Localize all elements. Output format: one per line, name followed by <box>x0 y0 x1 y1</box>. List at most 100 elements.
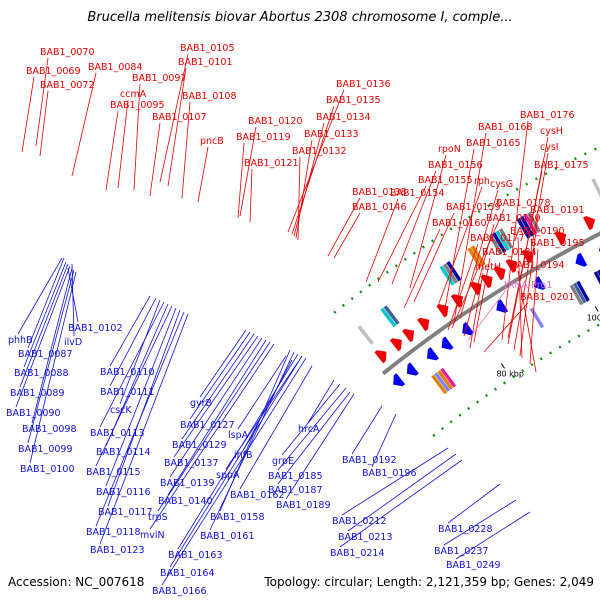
forward-gene-label: cysG <box>490 179 513 190</box>
forward-leader-line <box>333 212 361 259</box>
forward-gene-label: BAB1_0180 <box>486 213 541 224</box>
reverse-feature-block <box>576 280 590 302</box>
reverse-gene-label: BAB1_0139 <box>160 478 215 489</box>
reverse-leader-line <box>169 355 303 568</box>
forward-leader-line <box>149 122 161 197</box>
reverse-gene-label: trpS <box>148 512 168 523</box>
reverse-leader-line <box>27 269 75 444</box>
reverse-leader-line <box>237 355 287 430</box>
gene-label-layer: BAB1_0070 BAB1_0069 BAB1_0072 BAB1_0084 ccmA… <box>6 43 589 597</box>
reverse-leader-line <box>29 271 77 464</box>
reverse-gene-label: BAB1_0192 <box>342 455 397 466</box>
forward-gene-label: BAB1_0132 <box>292 146 347 157</box>
reverse-feature-block <box>431 374 448 395</box>
forward-feature-block <box>591 178 600 198</box>
reverse-gene-label: BAB1_0099 <box>18 444 73 455</box>
forward-gene-label: BAB1_0184 <box>482 247 537 258</box>
scale-tick-label: 80 kbp <box>496 370 524 379</box>
forward-gene-label: BAB1_0119 <box>236 132 291 143</box>
reverse-cds-arrow <box>441 336 454 350</box>
reverse-feature-block <box>437 370 454 390</box>
forward-feature-block <box>467 247 483 268</box>
reverse-feature-block <box>569 284 584 306</box>
reverse-leader-line <box>341 447 449 516</box>
forward-leader-line <box>117 99 129 189</box>
reverse-gene-label: BAB1_0212 <box>332 516 387 527</box>
reverse-gene-label: BAB1_0089 <box>10 388 65 399</box>
forward-gene-label: BAB1_0168 <box>478 122 533 133</box>
forward-gene-label: BAB1_0201 <box>520 292 575 303</box>
reverse-cds-arrow <box>393 373 406 387</box>
forward-cds-arrow <box>469 281 482 296</box>
forward-gene-label: BAB1_0138 <box>352 187 407 198</box>
reverse-leader-line <box>181 333 255 440</box>
forward-gene-label: rpoN <box>438 144 461 155</box>
reverse-leader-line <box>225 361 299 470</box>
reverse-leader-line <box>157 341 271 512</box>
forward-gene-label: BAB1_0095 <box>110 100 165 111</box>
forward-leader-line <box>463 223 495 337</box>
reverse-gene-label: BAB1_0185 <box>268 471 323 482</box>
forward-leader-line <box>519 215 539 357</box>
forward-gene-label: cysH <box>540 126 563 137</box>
reverse-gene-label: BAB1_0115 <box>86 467 141 478</box>
reverse-gene-label: BAB1_0163 <box>168 550 223 561</box>
forward-cds-arrow <box>554 231 567 246</box>
forward-gene-label: BAB1_0176 <box>520 110 575 121</box>
forward-gene-label: BAB1_0097 <box>132 73 187 84</box>
reverse-gene-label: BAB1_0137 <box>164 458 219 469</box>
forward-gene-label: BAB1_0191 <box>530 205 585 216</box>
reverse-leader-line <box>109 297 157 387</box>
forward-gene-label: BAB1_0156 <box>428 160 483 171</box>
reverse-gene-label: BAB1_0111 <box>100 387 155 398</box>
forward-leader-line <box>459 189 499 319</box>
forward-gene-label: BAB1_0190 <box>510 226 565 237</box>
forward-gene-label: rph <box>474 176 490 187</box>
reverse-leader-line <box>169 337 263 478</box>
scale-tick-mark <box>594 305 599 312</box>
reverse-gene-label: BAB1_0249 <box>446 560 501 571</box>
reverse-feature-block <box>597 269 600 277</box>
forward-cds-arrow <box>417 317 430 332</box>
reverse-gene-label: BAB1_0090 <box>6 408 61 419</box>
forward-leader-line <box>517 270 537 373</box>
trna-gene-label: tRNA-Pro1 <box>504 280 552 291</box>
reverse-gene-label: BAB1_0140 <box>158 496 213 507</box>
forward-leader-line <box>517 236 523 359</box>
accession-text: Accession: NC_007618 <box>8 575 145 589</box>
forward-gene-label: BAB1_0120 <box>248 116 303 127</box>
reverse-leader-line <box>31 267 73 424</box>
forward-leader-line <box>197 146 209 203</box>
forward-gene-label: BAB1_0105 <box>180 43 235 54</box>
reverse-gene-label: BAB1_0088 <box>14 368 69 379</box>
reverse-leader-line <box>161 357 307 586</box>
forward-leader-line <box>105 110 119 191</box>
forward-leader-line <box>409 154 447 289</box>
forward-gene-label: BAB1_0134 <box>316 112 371 123</box>
forward-leader-line <box>327 197 361 257</box>
forward-feature-block <box>523 213 538 235</box>
reverse-leader-line <box>285 393 355 500</box>
reverse-leader-line <box>199 329 247 398</box>
forward-gene-label: BAB1_0146 <box>352 202 407 213</box>
forward-gene-label: BAB1_0194 <box>510 260 565 271</box>
reverse-leader-line <box>351 405 383 455</box>
forward-leader-line <box>167 67 187 187</box>
forward-feature-block <box>516 217 531 239</box>
reverse-gene-label: BAB1_0189 <box>276 500 331 511</box>
reverse-gene-label: BAB1_0237 <box>434 546 489 557</box>
forward-leader-line <box>133 83 141 191</box>
forward-cds-arrow <box>402 328 415 343</box>
reverse-gene-label: BAB1_0098 <box>22 424 77 435</box>
reverse-gene-label: BAB1_0196 <box>362 468 417 479</box>
forward-feature-block <box>357 325 374 345</box>
forward-gene-label: BAB1_0101 <box>178 57 233 68</box>
reverse-cds-arrow <box>406 362 419 376</box>
forward-gene-label: BAB1_0155 <box>418 175 473 186</box>
forward-leader-line <box>469 272 484 349</box>
forward-leader-line <box>507 170 543 339</box>
reverse-gene-label: BAB1_0117 <box>98 507 153 518</box>
reverse-feature-block <box>434 372 451 392</box>
forward-leader-line <box>437 186 483 307</box>
